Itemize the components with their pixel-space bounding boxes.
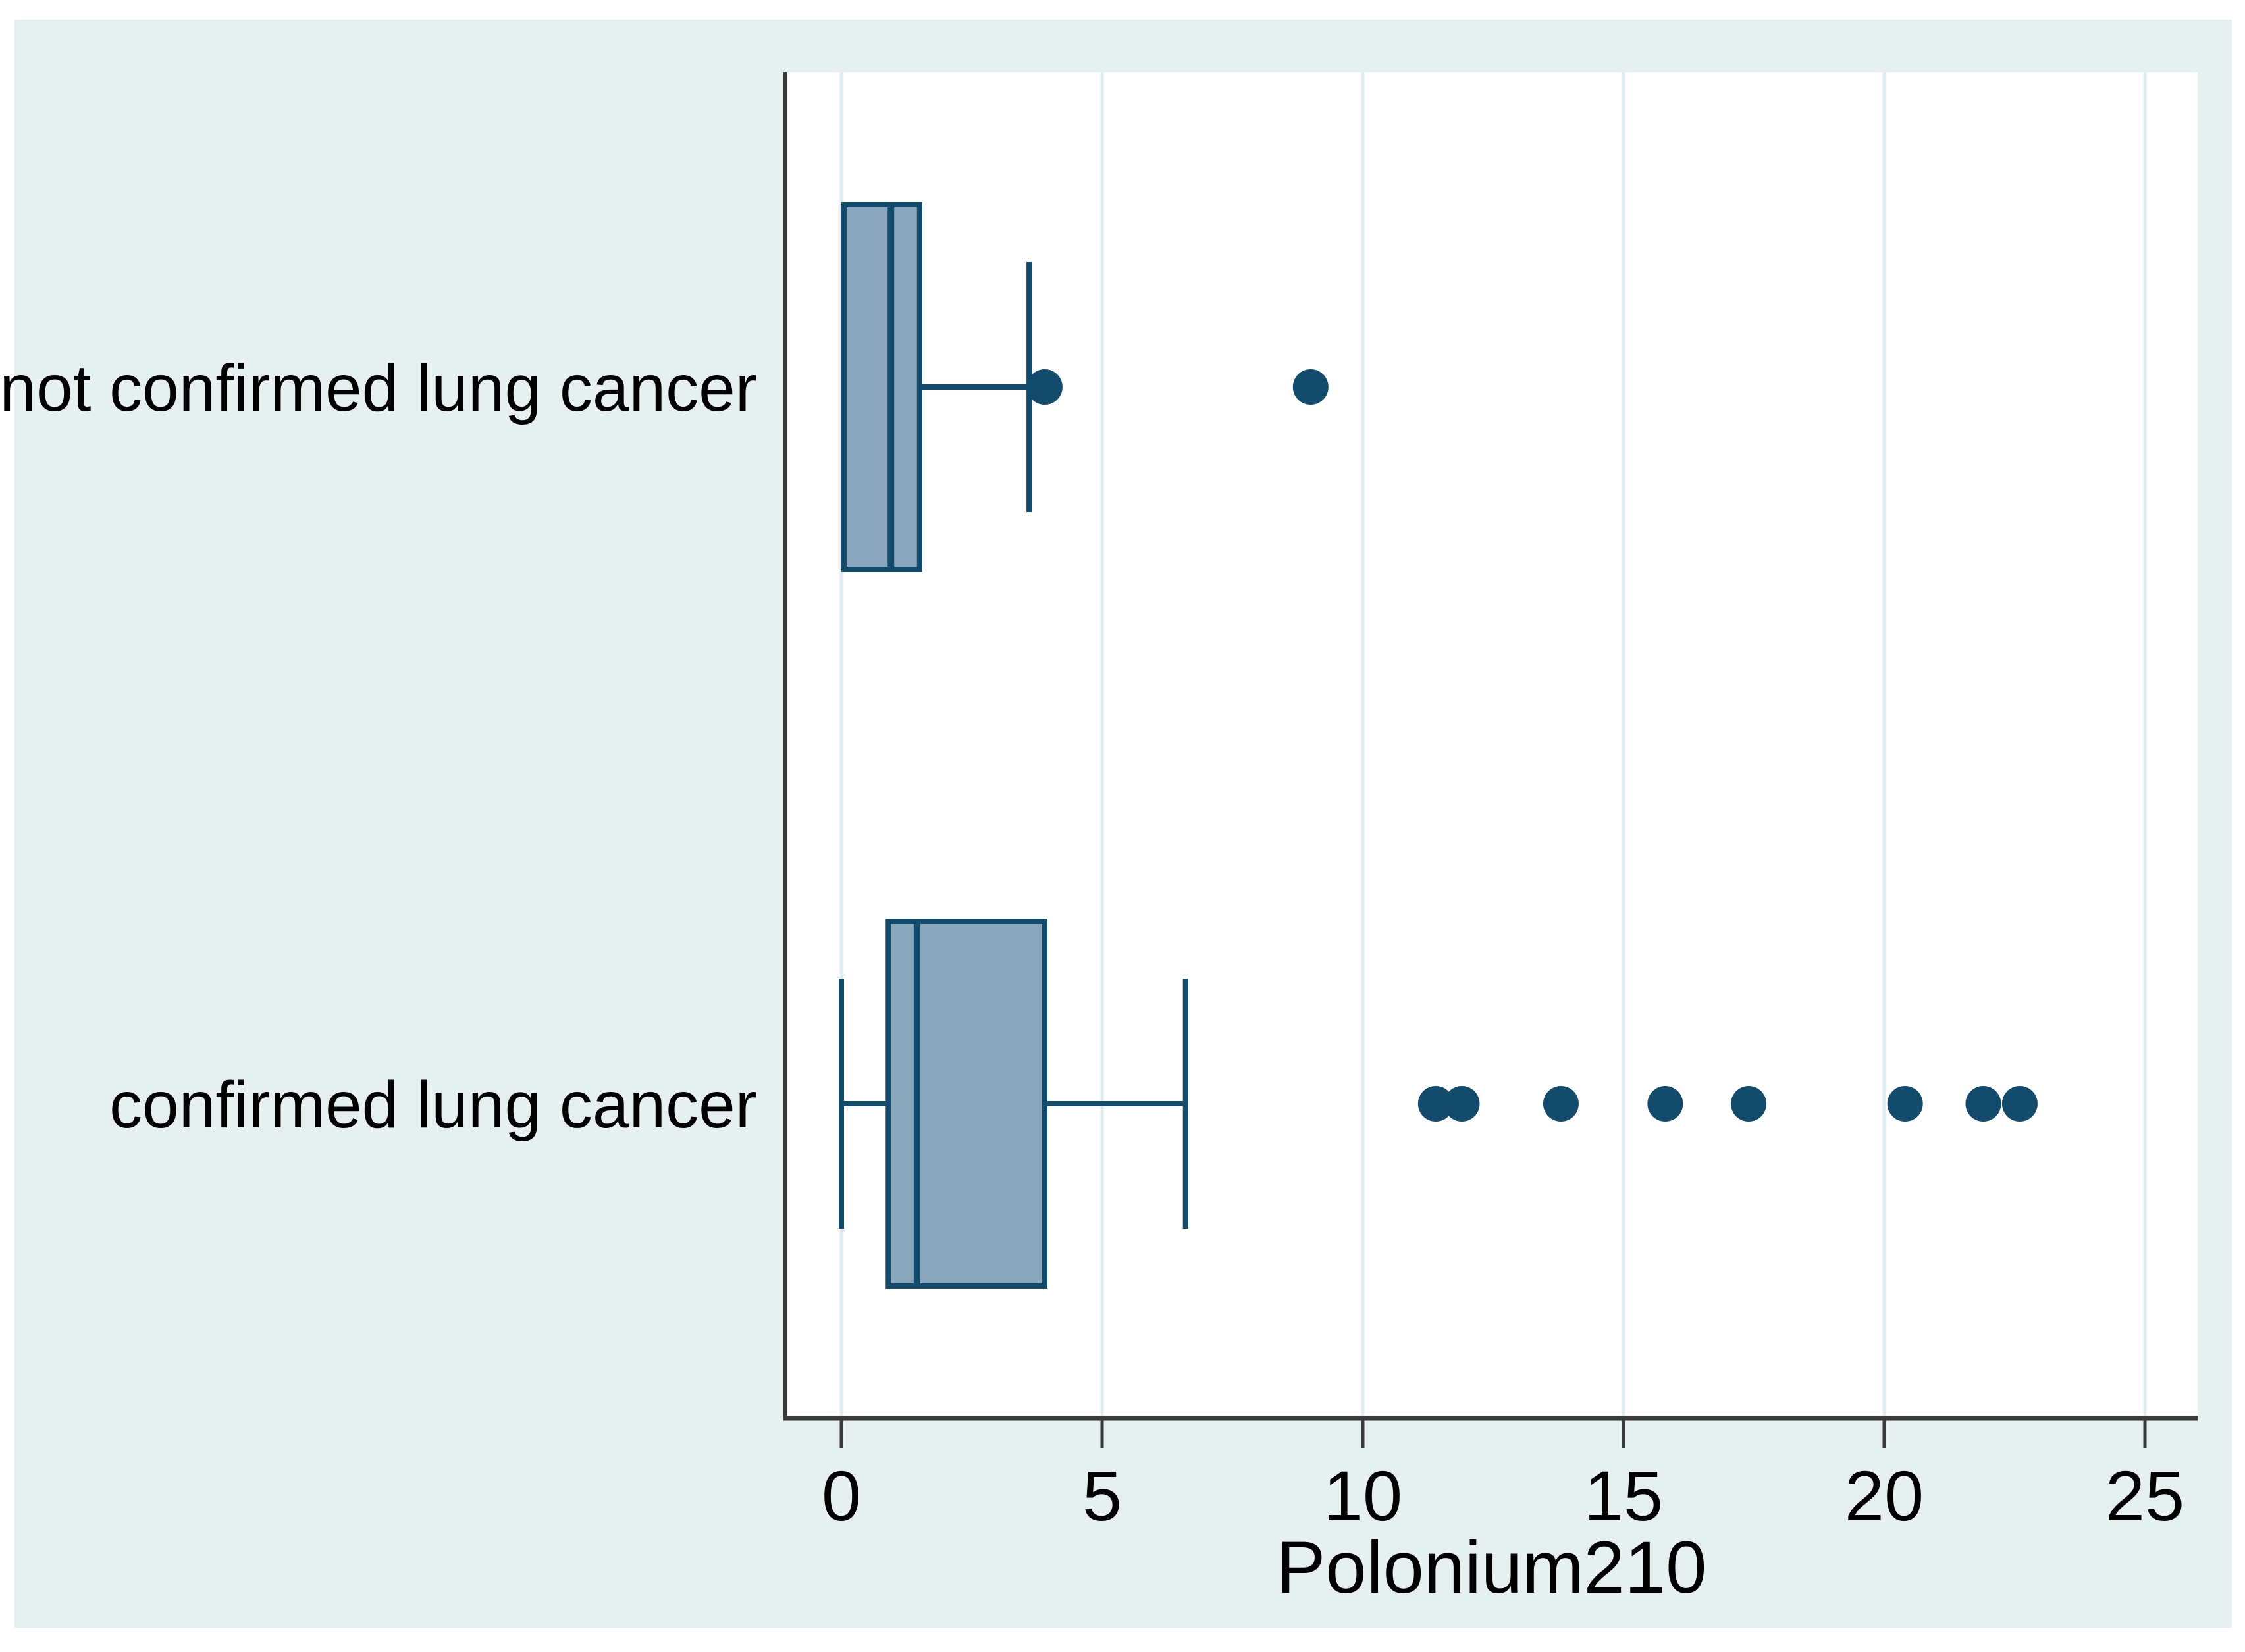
outlier-dot	[1647, 1086, 1683, 1122]
x-axis-title: Polonium210	[1277, 1526, 1707, 1609]
outlier-dot	[1026, 369, 1063, 405]
x-tick-label: 25	[2105, 1456, 2184, 1536]
box	[841, 202, 922, 572]
outlier-dot	[1417, 1086, 1454, 1122]
outlier-dot	[1444, 1086, 1480, 1122]
outlier-dot	[1965, 1086, 2001, 1122]
outlier-dot	[1543, 1086, 1579, 1122]
x-tick-label: 5	[1082, 1456, 1122, 1536]
x-tick-label: 10	[1323, 1456, 1402, 1536]
category-label: not confirmed lung cancer	[0, 351, 757, 425]
category-label: confirmed lung cancer	[109, 1068, 757, 1142]
x-tick-label: 15	[1584, 1456, 1663, 1536]
outlier-dot	[1887, 1086, 1923, 1122]
outlier-dot	[2001, 1086, 2038, 1122]
outlier-dot	[1292, 369, 1329, 405]
outlier-dot	[1731, 1086, 1767, 1122]
x-tick-label: 20	[1845, 1456, 1924, 1536]
box	[885, 919, 1047, 1289]
x-tick-label: 0	[822, 1456, 861, 1536]
